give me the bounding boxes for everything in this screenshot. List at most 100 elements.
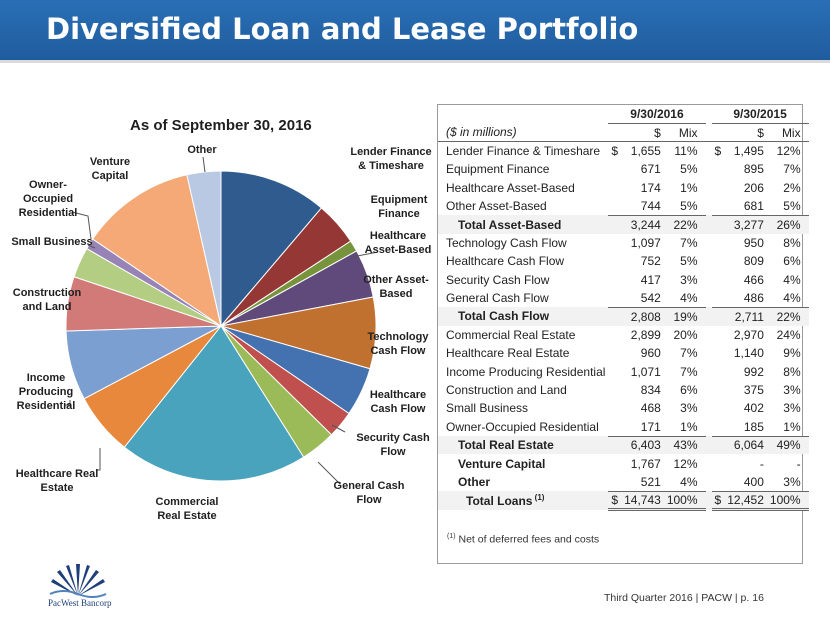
row-label-text: Total Asset-Based xyxy=(458,217,562,232)
mix-2015: 8% xyxy=(783,235,801,250)
mix-2015: - xyxy=(796,456,801,471)
currency-symbol xyxy=(608,307,621,325)
currency-symbol xyxy=(712,362,725,380)
amount-2015: 2,711 xyxy=(734,309,764,324)
amount-2016: 468 xyxy=(640,401,661,416)
row-label: Lender Finance & Timeshare xyxy=(438,142,608,160)
amount-2016: 417 xyxy=(640,272,661,287)
currency-symbol xyxy=(608,472,622,492)
mix-2015: 7% xyxy=(783,162,801,177)
row-label: General Cash Flow xyxy=(438,289,608,307)
mix-2015: 8% xyxy=(783,364,801,379)
mix-2016: 5% xyxy=(680,254,698,269)
leader-line xyxy=(202,156,206,173)
mix-2016: 7% xyxy=(680,364,698,379)
currency-symbol xyxy=(608,252,621,270)
slice-label: Equipment Finance xyxy=(371,194,428,220)
col-header-dollar: $ xyxy=(608,123,664,143)
row-label: Healthcare Real Estate xyxy=(438,344,608,362)
amount-2016: 671 xyxy=(640,162,661,177)
currency-symbol xyxy=(711,196,725,216)
header-divider xyxy=(0,60,830,63)
currency-symbol xyxy=(608,271,621,289)
mix-2016: 6% xyxy=(680,383,698,398)
row-label: Security Cash Flow xyxy=(438,271,608,289)
currency-symbol xyxy=(608,454,621,472)
slice-label: Healthcare Real Estate xyxy=(16,468,99,494)
table-row: Owner-Occupied Residential 171 1% 185 1% xyxy=(438,417,809,437)
currency-symbol xyxy=(608,362,621,380)
slice-label: Commercial Real Estate xyxy=(156,496,219,522)
amount-2016: 1,655 xyxy=(630,144,661,159)
slice-label: Healthcare Cash Flow xyxy=(370,389,426,415)
period-header: 9/30/2016 xyxy=(608,105,706,124)
currency-symbol: $ xyxy=(611,144,619,159)
table-row: Small Business 468 3% 402 3% xyxy=(438,399,809,417)
amount-2016: 3,244 xyxy=(630,217,661,232)
amount-2015: - xyxy=(759,456,764,471)
pie-chart: Lender Finance & Timeshare Equipment Financ… xyxy=(11,144,432,522)
header-spacer xyxy=(705,123,712,143)
row-label: Income Producing Residential xyxy=(438,362,608,380)
footnote: (1) Net of deferred fees and costs xyxy=(447,533,599,546)
row-label-text: Total Loans xyxy=(466,493,533,508)
header-cell xyxy=(438,105,608,123)
currency-symbol xyxy=(608,417,622,437)
currency-symbol xyxy=(712,234,725,252)
header-bar: Diversified Loan and Lease Portfolio xyxy=(0,0,830,60)
amount-2016: 1,767 xyxy=(630,456,661,471)
currency-symbol xyxy=(608,160,621,178)
currency-symbol xyxy=(608,196,622,216)
row-label-text: Healthcare Cash Flow xyxy=(446,254,565,269)
mix-2016: 4% xyxy=(663,288,706,308)
mix-2015: 9% xyxy=(783,346,801,361)
amount-2016: 521 xyxy=(621,472,664,492)
mix-2015: 4% xyxy=(783,272,801,287)
currency-symbol xyxy=(608,436,621,454)
table-row: Total Asset-Based 3,244 22% 3,277 26% xyxy=(438,215,809,234)
amount-2015: 206 xyxy=(743,180,764,195)
row-label-text: Security Cash Flow xyxy=(446,272,550,287)
slice-label: Healthcare Asset-Based xyxy=(365,230,432,256)
table-row: Technology Cash Flow 1,097 7% 950 8% xyxy=(438,234,809,252)
amount-2016: 174 xyxy=(640,180,661,195)
amount-2015: 486 xyxy=(724,288,767,308)
amount-2015: 185 xyxy=(724,417,767,437)
row-label: Total Real Estate xyxy=(438,436,608,454)
row-label-text: Income Producing Residential xyxy=(446,364,606,379)
table-row: Equipment Finance 671 5% 895 7% xyxy=(438,160,809,178)
row-label: Construction and Land xyxy=(438,381,608,399)
amount-2015: 809 xyxy=(743,254,764,269)
amount-2016: 14,743 xyxy=(621,490,664,512)
mix-2016: 7% xyxy=(680,346,698,361)
slice-label: Other xyxy=(187,144,217,156)
currency-symbol xyxy=(712,436,725,454)
currency-symbol xyxy=(608,326,621,344)
row-label-text: Healthcare Real Estate xyxy=(446,346,570,361)
row-label: Total Loans (1) xyxy=(438,491,608,509)
amount-2015: 12,452 xyxy=(724,490,767,512)
slice-label: Lender Finance & Timeshare xyxy=(350,146,431,172)
footer-text: Third Quarter 2016 | PACW | p. 16 xyxy=(604,592,764,604)
mix-2016: 3% xyxy=(680,272,698,287)
amount-2016: 1,097 xyxy=(630,235,661,250)
currency-symbol xyxy=(608,215,621,233)
row-label: Healthcare Cash Flow xyxy=(438,252,608,270)
table-row: Security Cash Flow 417 3% 466 4% xyxy=(438,271,809,289)
row-label-text: Venture Capital xyxy=(458,456,546,471)
currency-symbol: $ xyxy=(608,490,622,512)
table-row: General Cash Flow 542 4% 486 4% xyxy=(438,288,809,308)
row-label-text: Lender Finance & Timeshare xyxy=(446,144,601,159)
currency-symbol xyxy=(711,288,725,308)
amount-2015: 466 xyxy=(743,272,764,287)
mix-2016: 1% xyxy=(663,417,706,437)
table-row: Total Loans (1) $14,743 100% $12,452 100% xyxy=(438,490,809,512)
mix-2016: 22% xyxy=(673,217,698,232)
slice-label: Venture Capital xyxy=(90,156,130,182)
units-label: ($ in millions) xyxy=(438,123,609,143)
currency-symbol xyxy=(712,344,725,362)
mix-2015: 12% xyxy=(776,144,801,159)
row-label: Small Business xyxy=(438,399,608,417)
amount-2016: 960 xyxy=(640,346,661,361)
col-header-mix: Mix xyxy=(766,123,809,143)
